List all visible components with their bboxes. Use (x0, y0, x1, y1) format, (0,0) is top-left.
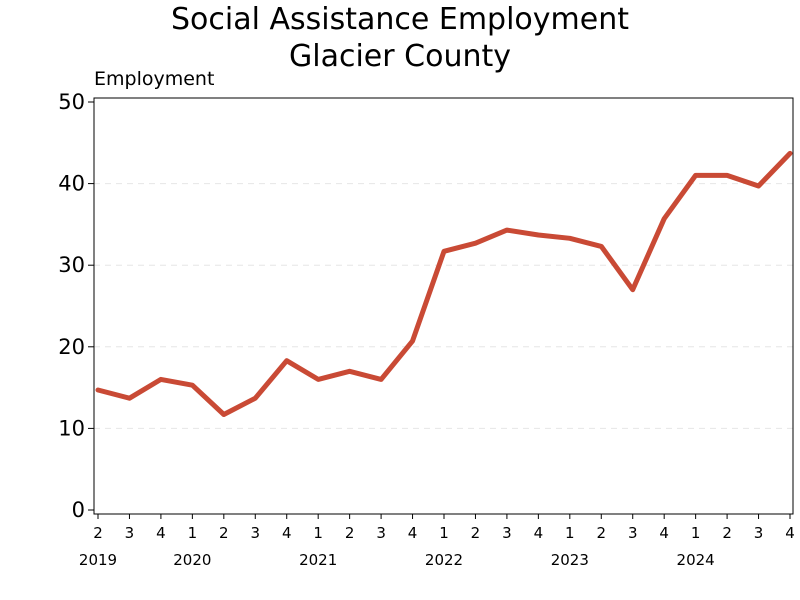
data-point (505, 228, 509, 232)
y-tick-label: 50 (58, 90, 85, 114)
data-point (694, 173, 698, 177)
data-point (725, 173, 729, 177)
data-point (285, 359, 289, 363)
x-tick-label: 1 (313, 524, 323, 542)
x-year-label: 2023 (551, 551, 589, 569)
data-point (442, 249, 446, 253)
x-tick-label: 4 (659, 524, 669, 542)
data-point (631, 288, 635, 292)
data-point (662, 217, 666, 221)
x-year-label: 2021 (299, 551, 337, 569)
data-point (473, 241, 477, 245)
x-year-label: 2020 (173, 551, 211, 569)
data-point (96, 388, 100, 392)
plot-area (93, 97, 794, 515)
x-tick-label: 4 (282, 524, 292, 542)
x-tick-label: 2 (219, 524, 229, 542)
x-tick-label: 1 (691, 524, 701, 542)
x-year-label: 2022 (425, 551, 463, 569)
data-point (568, 236, 572, 240)
series-line (95, 150, 793, 417)
y-axis: 0 10 20 30 40 50 (58, 90, 94, 522)
data-point (159, 377, 163, 381)
y-tick-label: 0 (72, 498, 85, 522)
y-tick-label: 40 (58, 172, 85, 196)
data-point (190, 383, 194, 387)
x-tick-label: 3 (628, 524, 638, 542)
x-tick-label: 2 (722, 524, 732, 542)
x-tick-label: 1 (188, 524, 198, 542)
x-axis: 2 3 4 1 2 3 4 1 2 3 4 1 2 3 4 1 2 3 4 1 2 3 4 2019 2020 2021 2022 2… (79, 514, 795, 569)
data-point (379, 377, 383, 381)
x-tick-label: 3 (125, 524, 135, 542)
data-point (127, 396, 131, 400)
x-tick-label: 3 (502, 524, 512, 542)
x-tick-label: 2 (93, 524, 103, 542)
x-tick-label: 1 (565, 524, 575, 542)
x-tick-label: 2 (596, 524, 606, 542)
data-point (348, 369, 352, 373)
data-point (316, 377, 320, 381)
x-tick-label: 4 (785, 524, 795, 542)
y-axis-label: Employment (94, 68, 215, 90)
data-point (788, 151, 792, 155)
x-year-label: 2019 (79, 551, 117, 569)
x-tick-label: 3 (754, 524, 764, 542)
data-point (599, 244, 603, 248)
x-tick-label: 2 (471, 524, 481, 542)
x-year-label: 2024 (677, 551, 715, 569)
y-tick-label: 30 (58, 253, 85, 277)
x-tick-label: 3 (250, 524, 260, 542)
data-point (536, 233, 540, 237)
x-tick-label: 1 (439, 524, 449, 542)
x-tick-label: 4 (156, 524, 166, 542)
y-tick-label: 10 (58, 416, 85, 440)
x-tick-label: 4 (534, 524, 544, 542)
data-point (757, 184, 761, 188)
data-point (253, 396, 257, 400)
x-tick-label: 3 (376, 524, 386, 542)
chart-subtitle: Glacier County (289, 39, 511, 74)
y-tick-label: 20 (58, 335, 85, 359)
chart-title: Social Assistance Employment (171, 2, 629, 37)
series-group (95, 150, 793, 417)
data-point (411, 339, 415, 343)
x-tick-label: 4 (408, 524, 418, 542)
data-point (222, 413, 226, 417)
x-tick-label: 2 (345, 524, 355, 542)
